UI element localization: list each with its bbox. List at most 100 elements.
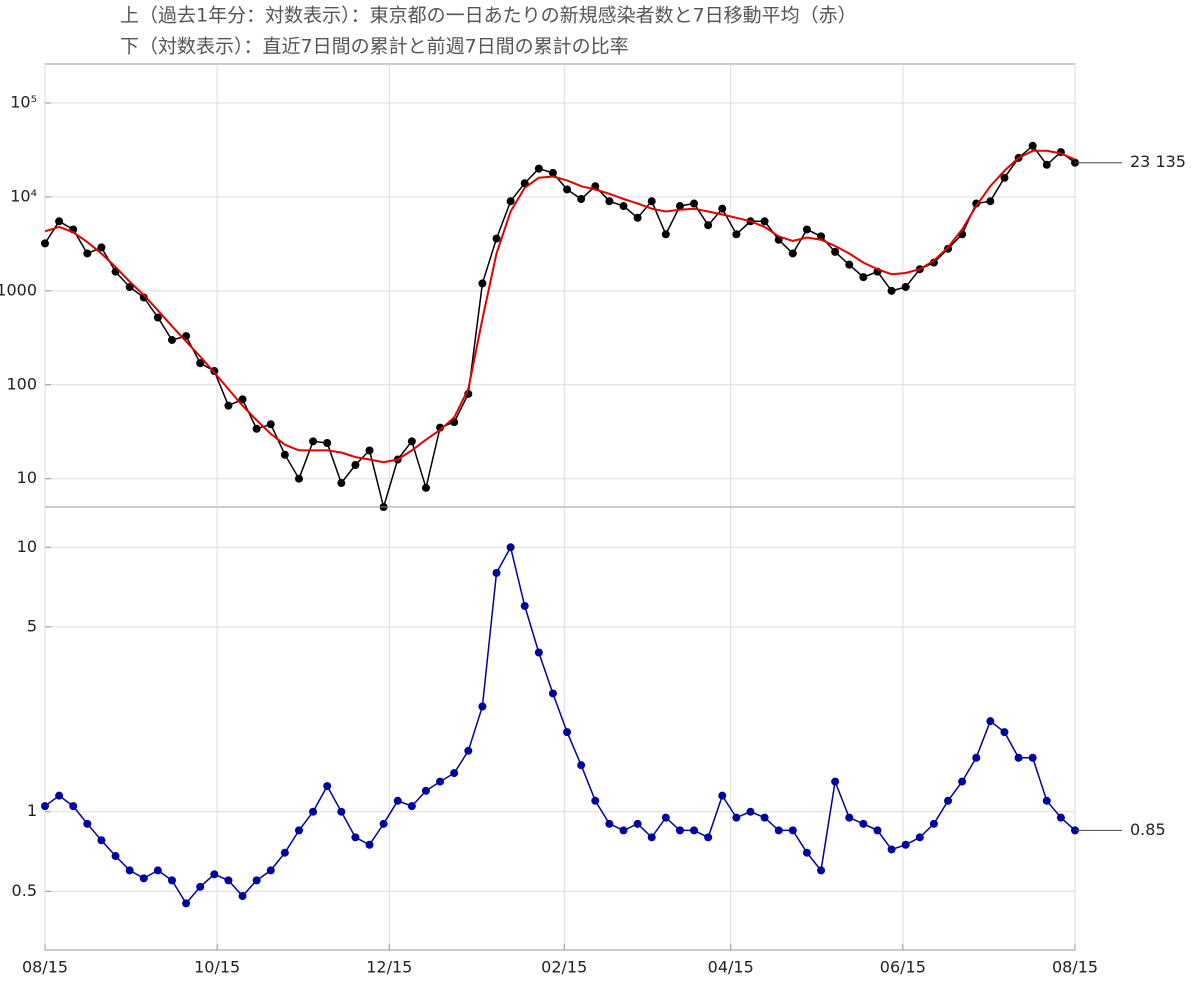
- data-point: [817, 866, 826, 875]
- data-point: [252, 876, 261, 885]
- data-point: [929, 819, 938, 828]
- x-tick-label: 08/15: [22, 958, 68, 977]
- x-tick-label: 08/15: [1052, 958, 1098, 977]
- data-point: [986, 197, 995, 206]
- data-point: [182, 899, 191, 908]
- data-point: [788, 249, 797, 258]
- data-point: [901, 840, 910, 849]
- data-point: [605, 197, 614, 206]
- data-point: [548, 168, 557, 177]
- data-point: [690, 826, 699, 835]
- data-point: [492, 234, 501, 243]
- data-point: [1042, 160, 1051, 169]
- data-point: [365, 446, 374, 455]
- x-tick-label: 12/15: [366, 958, 412, 977]
- data-point: [478, 702, 487, 711]
- data-point: [55, 791, 64, 800]
- data-point: [647, 197, 656, 206]
- y-tick-label: 0.5: [12, 881, 37, 900]
- data-point: [139, 293, 148, 302]
- data-point: [859, 819, 868, 828]
- data-point: [294, 826, 303, 835]
- data-point: [1000, 728, 1009, 737]
- y-tick-label: 10: [17, 537, 37, 556]
- data-point: [41, 239, 49, 248]
- data-point: [534, 164, 543, 173]
- data-point: [647, 833, 656, 842]
- data-point: [280, 450, 289, 459]
- data-point: [238, 395, 247, 404]
- data-point: [1014, 753, 1023, 762]
- data-point: [436, 423, 445, 432]
- data-point: [901, 282, 910, 291]
- data-point: [111, 852, 120, 861]
- annotation-label: 0.85: [1130, 820, 1166, 839]
- data-point: [675, 826, 684, 835]
- y-tick-label: 10: [17, 468, 37, 487]
- data-point: [661, 813, 670, 822]
- data-point: [732, 813, 741, 822]
- data-point: [718, 791, 727, 800]
- data-point: [153, 866, 162, 875]
- y-tick-label: 1: [27, 801, 37, 820]
- y-tick-label: 5: [27, 616, 37, 635]
- data-point: [774, 826, 783, 835]
- data-point: [492, 568, 501, 577]
- y-tick-label: 10⁵: [10, 92, 37, 111]
- y-tick-label: 1000: [0, 280, 37, 299]
- data-point: [1042, 796, 1051, 805]
- data-point: [887, 286, 896, 295]
- data-point: [732, 230, 741, 239]
- data-point: [351, 833, 360, 842]
- y-tick-label: 100: [6, 374, 37, 393]
- data-point: [690, 199, 699, 208]
- data-point: [238, 892, 247, 901]
- data-point: [436, 777, 445, 786]
- data-point: [563, 185, 572, 194]
- data-point: [125, 866, 134, 875]
- data-point: [760, 217, 769, 226]
- chart-title: 下（対数表示）：直近7日間の累計と前週7日間の累計の比率: [120, 36, 629, 58]
- data-point: [1000, 173, 1009, 182]
- data-point: [421, 786, 430, 795]
- data-point: [167, 876, 176, 885]
- series-line: [44, 144, 1076, 510]
- data-point: [633, 213, 642, 222]
- y-tick-label: 10⁴: [10, 186, 37, 205]
- data-point: [224, 876, 233, 885]
- data-point: [802, 848, 811, 857]
- data-point: [464, 746, 473, 755]
- data-point: [337, 479, 346, 488]
- data-point: [125, 282, 134, 291]
- data-point: [675, 202, 684, 211]
- data-point: [196, 359, 205, 368]
- data-point: [153, 313, 162, 322]
- data-point: [563, 728, 572, 737]
- data-point: [760, 813, 769, 822]
- data-point: [859, 273, 868, 282]
- data-point: [210, 870, 219, 879]
- series-line: [44, 545, 1076, 905]
- data-point: [661, 230, 670, 239]
- data-point: [873, 826, 882, 835]
- data-point: [802, 225, 811, 234]
- data-point: [972, 753, 981, 762]
- data-point: [224, 401, 233, 410]
- data-point: [845, 813, 854, 822]
- data-point: [252, 424, 261, 433]
- data-point: [619, 826, 628, 835]
- data-point: [1028, 753, 1037, 762]
- data-point: [831, 247, 840, 256]
- data-point: [1056, 813, 1065, 822]
- data-point: [450, 769, 459, 778]
- data-point: [944, 244, 953, 253]
- x-tick-label: 02/15: [541, 958, 587, 977]
- data-point: [704, 221, 713, 230]
- data-point: [577, 761, 586, 770]
- data-point: [41, 802, 49, 811]
- data-point: [266, 866, 275, 875]
- data-point: [379, 819, 388, 828]
- data-point: [718, 204, 727, 213]
- x-tick-label: 06/15: [880, 958, 926, 977]
